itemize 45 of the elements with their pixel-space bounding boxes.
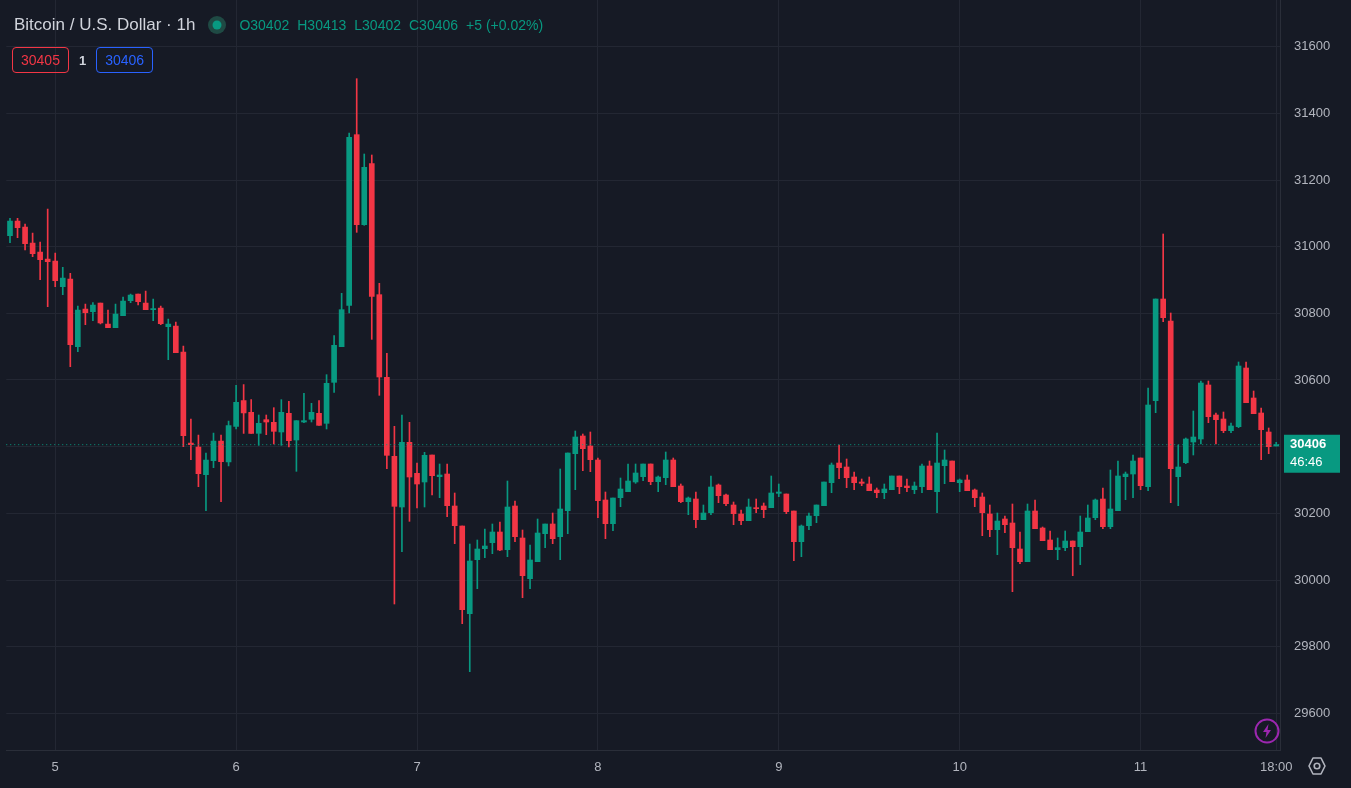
candlestick bbox=[1069, 540, 1076, 576]
candlestick bbox=[1213, 412, 1219, 445]
candlestick bbox=[263, 414, 270, 435]
candlestick bbox=[775, 483, 782, 497]
candlestick bbox=[165, 318, 172, 360]
y-tick-label: 31600 bbox=[1294, 38, 1331, 54]
y-tick-label: 29800 bbox=[1294, 638, 1331, 654]
x-tick-label: 5 bbox=[51, 759, 59, 775]
x-tick-label: 18:00 bbox=[1259, 759, 1293, 775]
x-tick-label: 10 bbox=[952, 759, 967, 775]
candlestick bbox=[37, 241, 43, 280]
y-tick-label: 31200 bbox=[1294, 171, 1331, 187]
y-tick-label: 30000 bbox=[1294, 571, 1331, 587]
candlestick bbox=[753, 498, 759, 513]
annotation: C30406 bbox=[409, 17, 459, 33]
annotation: 1 bbox=[78, 52, 87, 68]
x-tick-label: 8 bbox=[594, 759, 602, 775]
annotation: +5 (+0.02%) bbox=[466, 17, 544, 33]
y-tick-label: 31400 bbox=[1294, 104, 1331, 120]
y-tick-label: 30600 bbox=[1294, 371, 1331, 387]
text: 46:46 bbox=[1290, 454, 1323, 470]
annotation: O30402 bbox=[239, 17, 290, 33]
x-tick-label: 9 bbox=[775, 759, 783, 775]
candlestick bbox=[956, 478, 963, 492]
y-tick-label: 30800 bbox=[1294, 304, 1331, 320]
x-tick-label: 11 bbox=[1133, 759, 1148, 775]
candlestick bbox=[904, 478, 910, 492]
annotation: 30405 bbox=[12, 47, 69, 73]
candlestick bbox=[474, 539, 481, 589]
text: Bitcoin / U.S. Dollar · 1h bbox=[14, 15, 196, 35]
candlestick bbox=[482, 528, 488, 558]
candlestick bbox=[836, 444, 842, 479]
annotation: 30406 bbox=[96, 47, 154, 73]
y-tick-label: 29600 bbox=[1294, 704, 1331, 720]
candlestick bbox=[301, 393, 307, 423]
annotation: H30413 bbox=[297, 17, 347, 33]
candlestick bbox=[105, 309, 111, 328]
candlestick bbox=[1160, 233, 1167, 322]
candlestick bbox=[150, 298, 157, 321]
ref-line-label: 30406 bbox=[1290, 436, 1327, 452]
x-tick-label: 6 bbox=[232, 759, 240, 775]
annotation: L30402 bbox=[354, 17, 401, 33]
y-tick-label: 31000 bbox=[1294, 238, 1331, 254]
y-tick-label: 30200 bbox=[1294, 504, 1331, 520]
x-tick-label: 7 bbox=[413, 759, 421, 775]
